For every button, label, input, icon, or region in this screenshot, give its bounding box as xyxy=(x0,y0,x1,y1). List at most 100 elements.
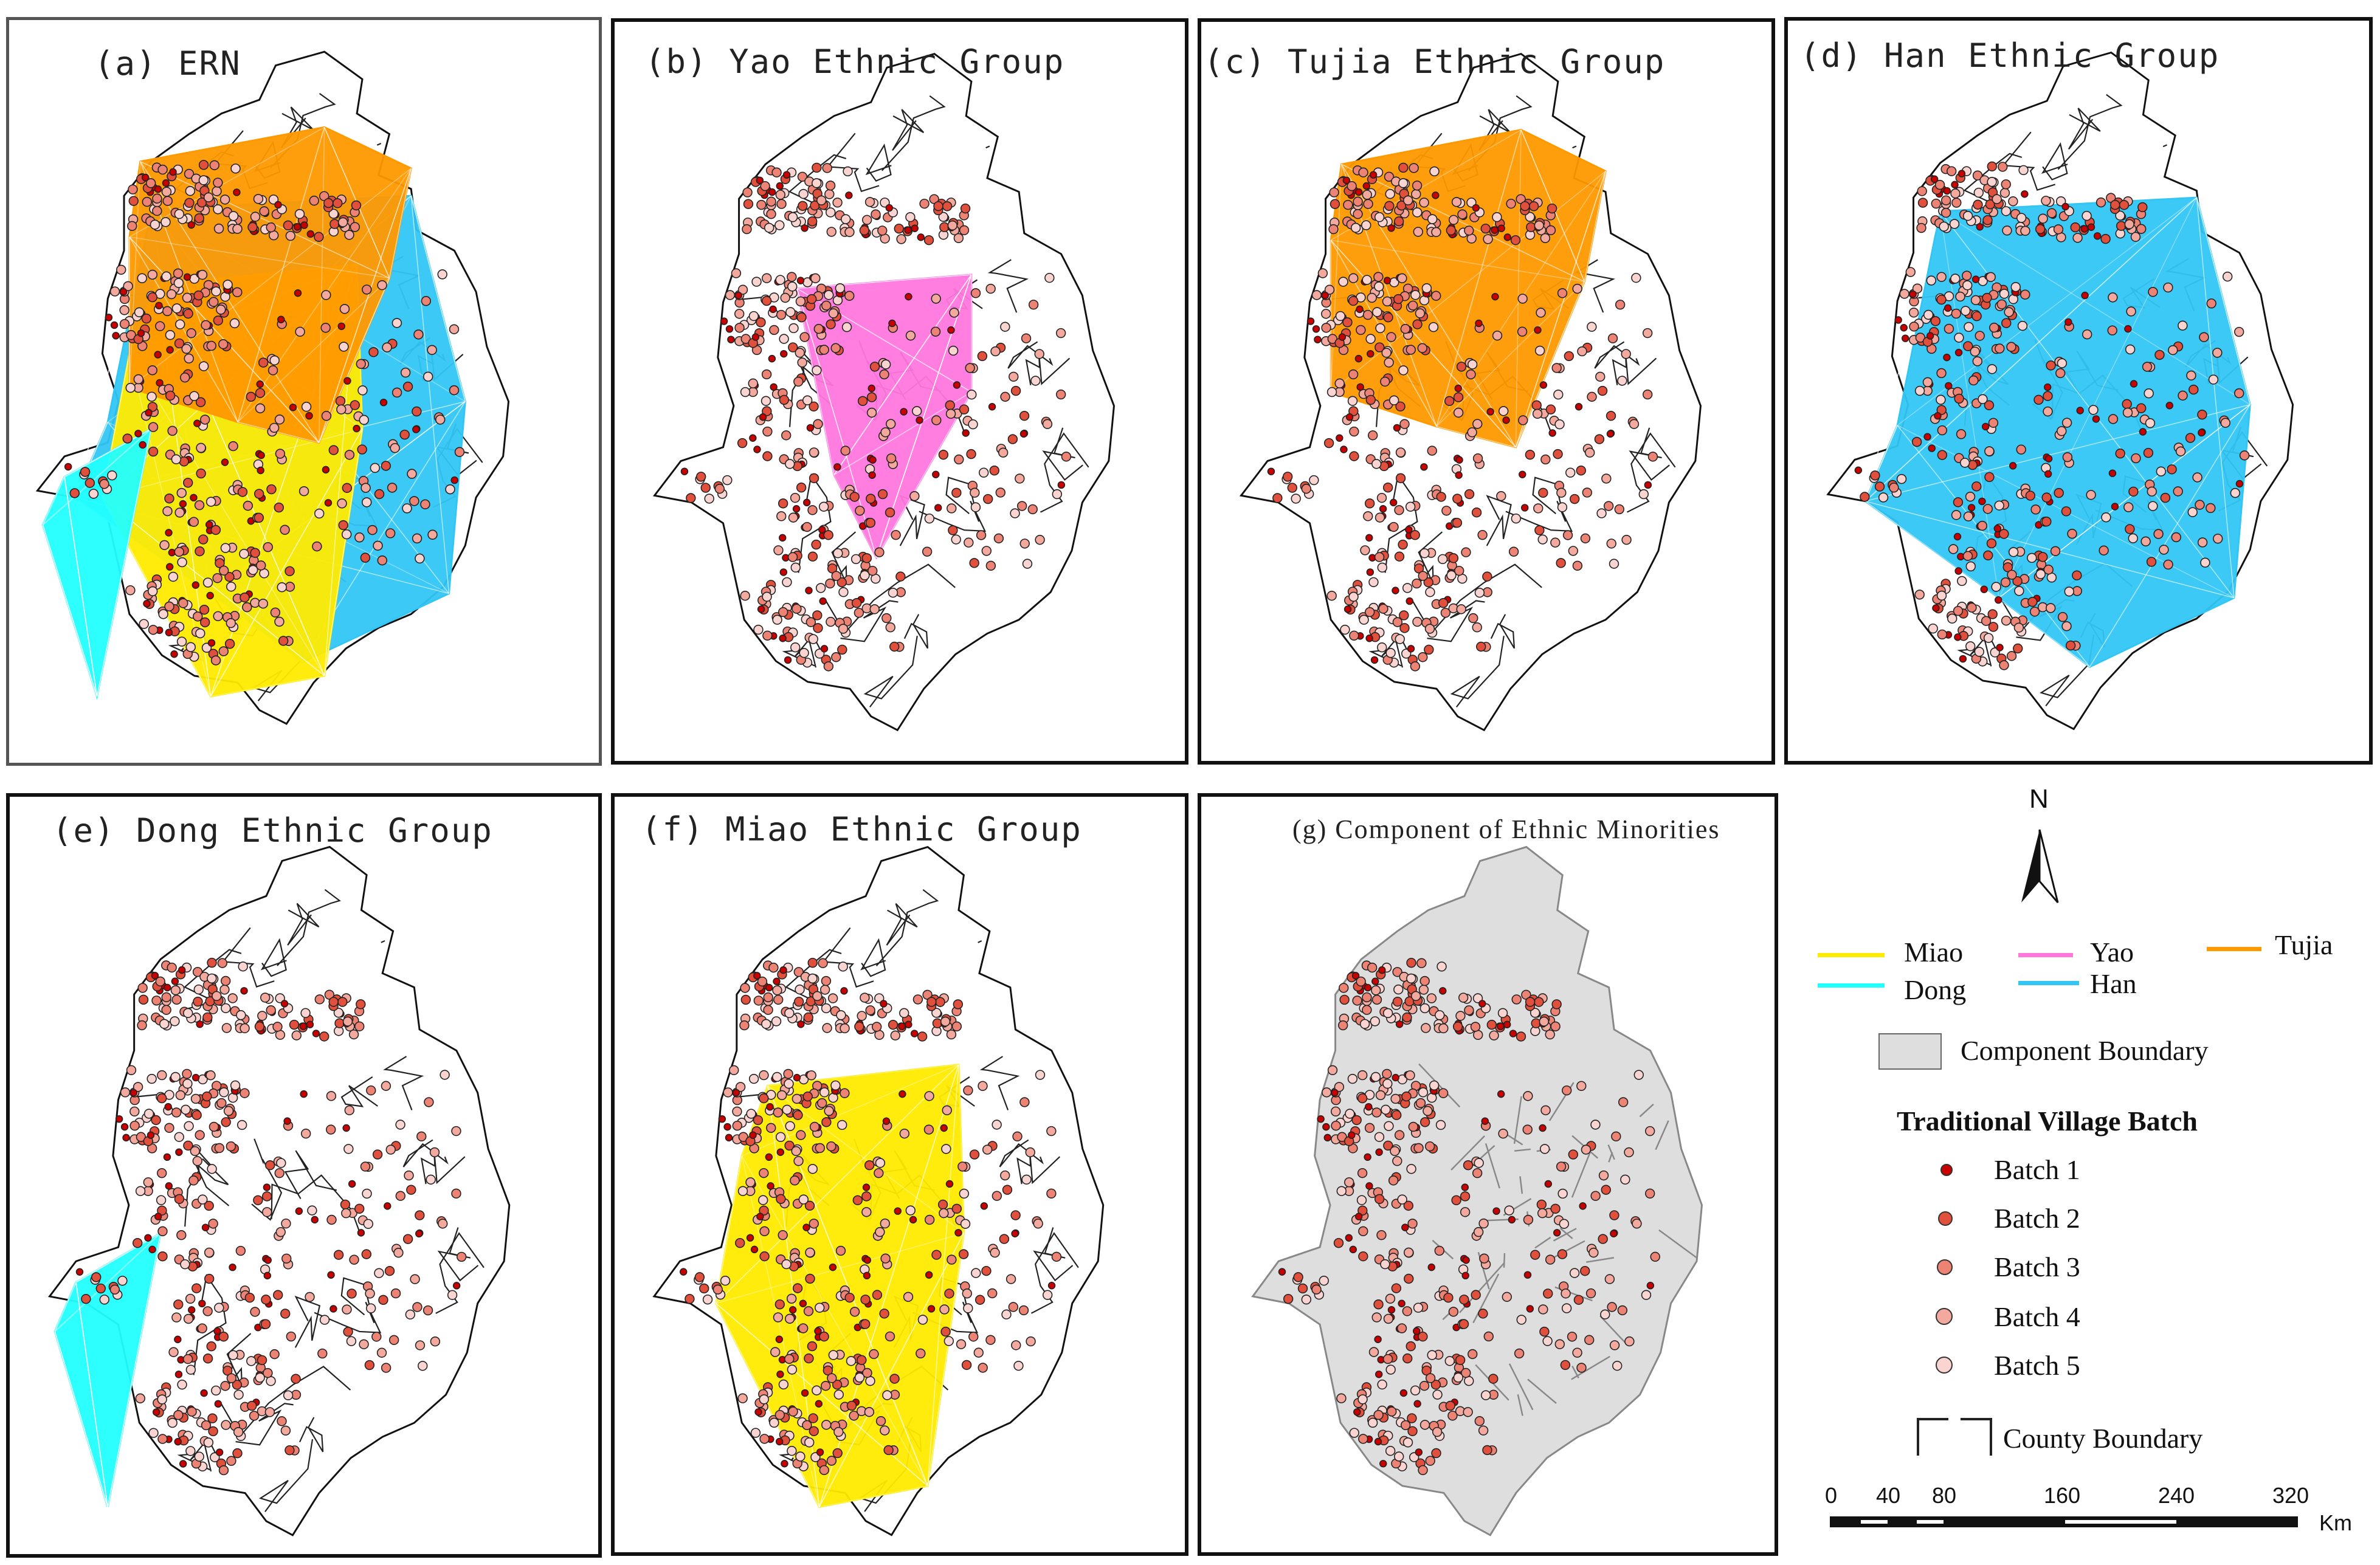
village-point-batch-1 xyxy=(953,381,961,389)
village-point-batch-1 xyxy=(1519,470,1526,478)
village-point-batch-1 xyxy=(1610,1230,1618,1237)
village-point-batch-5 xyxy=(1480,1390,1491,1400)
village-point-batch-1 xyxy=(862,1183,871,1191)
network-edge-miao xyxy=(716,1064,959,1304)
village-point-batch-3 xyxy=(188,517,199,527)
village-point-batch-2 xyxy=(289,1019,300,1030)
village-point-batch-1 xyxy=(1011,1230,1019,1237)
village-point-batch-1 xyxy=(1646,1282,1655,1290)
network-edge-han xyxy=(1864,211,1941,501)
village-point-batch-5 xyxy=(838,961,848,972)
network-edge-tujia xyxy=(129,236,238,422)
village-point-batch-3 xyxy=(164,1123,174,1133)
village-point-batch-2 xyxy=(1374,1194,1385,1205)
village-point-batch-1 xyxy=(1491,292,1499,301)
village-point-batch-4 xyxy=(126,1065,137,1075)
village-point-batch-5 xyxy=(790,562,801,573)
village-point-batch-4 xyxy=(1392,1156,1402,1166)
village-point-batch-3 xyxy=(784,1353,795,1364)
village-point-batch-4 xyxy=(1375,512,1385,523)
village-point-batch-1 xyxy=(164,983,171,992)
village-point-batch-4 xyxy=(1390,1146,1400,1157)
village-point-batch-4 xyxy=(295,326,305,337)
village-point-batch-1 xyxy=(718,1115,726,1123)
network-edge-tujia xyxy=(129,126,325,238)
village-point-batch-2 xyxy=(202,1012,213,1023)
village-point-batch-5 xyxy=(1042,1290,1053,1300)
village-point-batch-2 xyxy=(254,1021,265,1032)
village-point-batch-2 xyxy=(343,1326,353,1337)
village-point-batch-2 xyxy=(2012,576,2023,586)
village-point-batch-2 xyxy=(1570,494,1580,504)
village-point-batch-5 xyxy=(1419,1003,1430,1014)
village-point-batch-4 xyxy=(962,1288,972,1299)
village-point-batch-5 xyxy=(1385,188,1395,199)
village-point-batch-2 xyxy=(174,1194,185,1205)
village-point-batch-5 xyxy=(207,973,217,984)
village-point-batch-1 xyxy=(1407,645,1415,653)
village-point-batch-2 xyxy=(794,996,804,1007)
village-point-batch-2 xyxy=(1348,406,1359,416)
village-point-batch-4 xyxy=(1383,1313,1394,1324)
village-point-batch-3 xyxy=(1617,1305,1628,1316)
legend-line-han xyxy=(2018,981,2079,985)
village-point-batch-2 xyxy=(792,1283,803,1293)
village-point-batch-3 xyxy=(1027,504,1038,515)
village-point-batch-5 xyxy=(782,577,792,588)
village-point-batch-1 xyxy=(880,1000,888,1008)
village-point-batch-1 xyxy=(820,645,829,653)
village-point-batch-5 xyxy=(1432,1389,1443,1400)
village-point-batch-5 xyxy=(888,588,899,598)
village-point-batch-3 xyxy=(778,1230,788,1240)
village-point-batch-4 xyxy=(1458,992,1469,1003)
village-point-batch-3 xyxy=(218,646,229,656)
village-point-batch-1 xyxy=(174,1371,183,1378)
village-point-batch-1 xyxy=(768,188,776,196)
village-point-batch-2 xyxy=(1419,1117,1430,1127)
village-point-batch-2 xyxy=(1568,1149,1578,1160)
village-point-batch-2 xyxy=(960,203,971,214)
village-point-batch-1 xyxy=(337,322,345,331)
village-point-batch-2 xyxy=(1860,492,1870,502)
village-point-batch-1 xyxy=(293,223,302,231)
village-point-batch-3 xyxy=(1540,454,1551,465)
village-point-batch-3 xyxy=(249,1411,260,1421)
village-point-batch-4 xyxy=(1642,328,1653,339)
village-point-batch-3 xyxy=(1301,484,1312,494)
village-point-batch-5 xyxy=(1466,198,1477,208)
village-point-batch-5 xyxy=(198,361,209,371)
village-point-batch-4 xyxy=(1015,473,1025,484)
legend: N Miao Yao Tujia Dong Han Component Boun… xyxy=(1799,784,2371,1556)
village-point-batch-1 xyxy=(1365,1102,1373,1111)
village-point-batch-2 xyxy=(1973,199,1983,210)
village-point-batch-3 xyxy=(1996,299,2007,309)
village-point-batch-2 xyxy=(894,223,904,234)
village-point-batch-2 xyxy=(174,338,185,349)
village-point-batch-1 xyxy=(300,1090,308,1098)
batch-1-label: Batch 1 xyxy=(1994,1154,2080,1185)
village-point-batch-1 xyxy=(746,1234,754,1242)
village-point-batch-1 xyxy=(165,529,173,537)
village-point-batch-4 xyxy=(1604,1274,1615,1284)
village-point-batch-5 xyxy=(1939,221,1949,232)
village-point-batch-2 xyxy=(1954,393,1964,404)
village-point-batch-3 xyxy=(1412,181,1423,191)
village-point-batch-5 xyxy=(283,1390,294,1400)
village-point-batch-3 xyxy=(1349,426,1359,437)
network-edge-miao xyxy=(716,1302,928,1487)
village-point-batch-3 xyxy=(957,1161,968,1172)
village-point-batch-4 xyxy=(797,357,807,368)
county-boundary-line xyxy=(1612,350,1657,385)
village-point-batch-2 xyxy=(1399,610,1409,621)
village-point-batch-2 xyxy=(1476,641,1486,652)
village-point-batch-4 xyxy=(886,419,896,429)
village-point-batch-3 xyxy=(821,1381,831,1391)
village-point-batch-2 xyxy=(350,400,360,410)
province-outline xyxy=(1251,845,1703,1536)
network-edge-han xyxy=(1864,197,2197,502)
village-point-batch-3 xyxy=(1438,1088,1449,1098)
village-point-batch-3 xyxy=(1424,1141,1435,1152)
village-point-batch-2 xyxy=(285,1445,295,1456)
village-point-batch-2 xyxy=(695,472,706,482)
village-point-batch-3 xyxy=(200,414,210,425)
